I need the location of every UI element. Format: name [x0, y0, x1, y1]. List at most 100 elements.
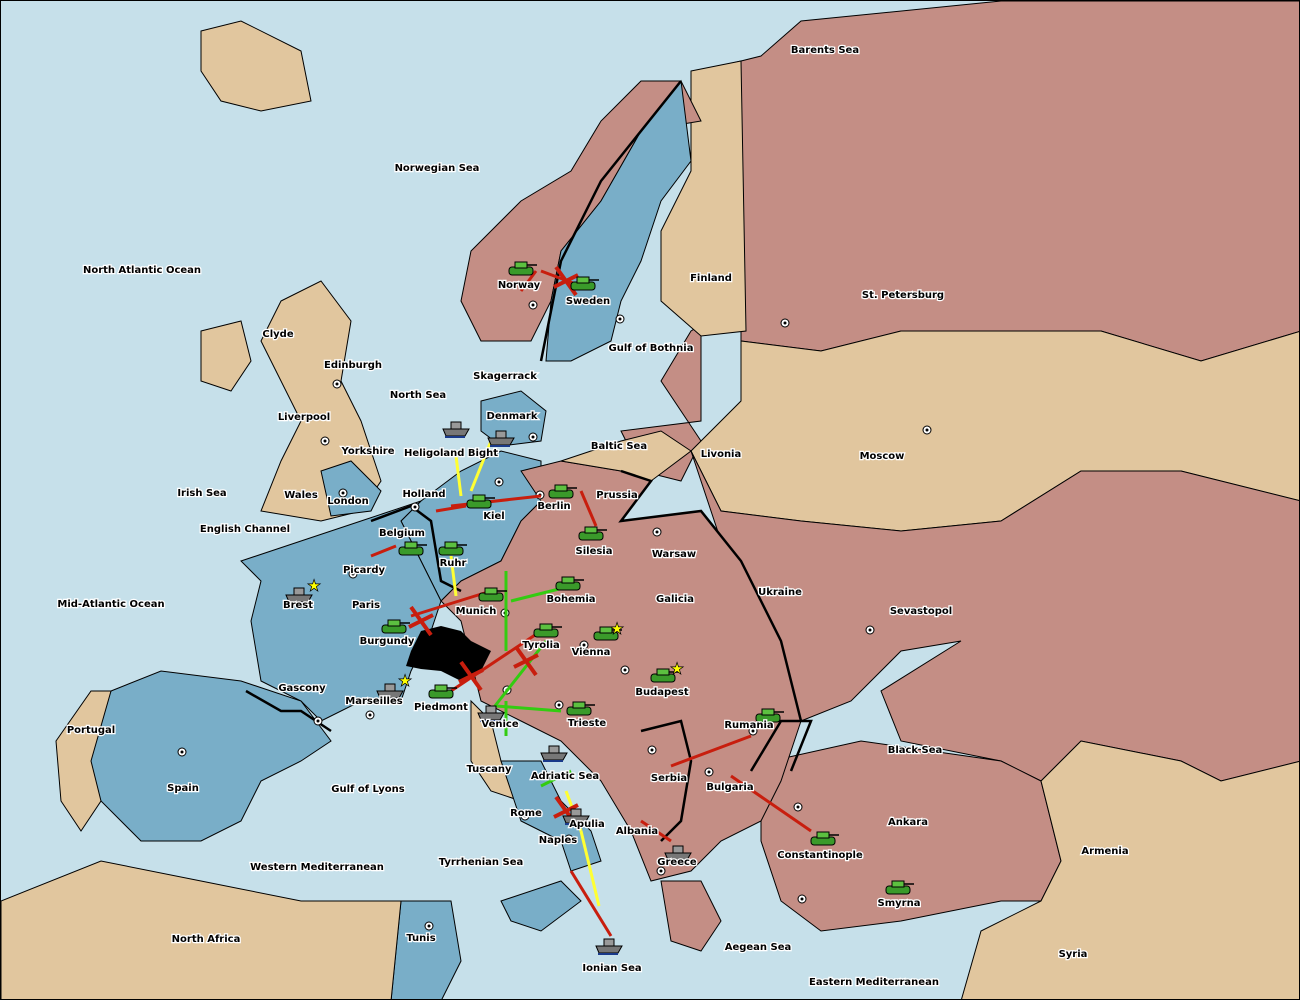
province-label[interactable]: Burgundy	[358, 635, 416, 649]
province-label[interactable]: Warsaw	[651, 548, 698, 562]
supply-center-dot	[557, 703, 561, 707]
province-label[interactable]: Adriatic Sea	[530, 770, 601, 784]
province-label[interactable]: Prussia	[595, 489, 639, 503]
fleet-tower-icon	[495, 430, 507, 439]
power-border	[539, 80, 682, 362]
province-label[interactable]: Berlin	[536, 500, 572, 514]
province-label[interactable]: Rumania	[723, 719, 775, 733]
province-label[interactable]: Baltic Sea	[590, 440, 649, 454]
province-label[interactable]: Kiel	[482, 510, 506, 524]
army-turret-icon	[404, 541, 418, 549]
province-label[interactable]: Mid-Atlantic Ocean	[56, 598, 166, 612]
province-label[interactable]: Western Mediterranean	[249, 861, 385, 875]
province-label[interactable]: Syria	[1057, 948, 1088, 962]
province-label[interactable]: North Atlantic Ocean	[82, 264, 203, 278]
province-label[interactable]: Liverpool	[277, 411, 332, 425]
province-label[interactable]: Sevastopol	[889, 605, 954, 619]
supply-center-dot	[659, 869, 663, 873]
province-label[interactable]: Livonia	[700, 448, 743, 462]
province-label[interactable]: Sweden	[565, 295, 612, 309]
province-label[interactable]: Norway	[497, 279, 542, 293]
order-arrow	[370, 544, 397, 558]
province-label[interactable]: Spain	[166, 782, 200, 796]
province-label[interactable]: Skagerrack	[472, 370, 539, 384]
province-label[interactable]: Aegean Sea	[723, 941, 792, 955]
province-label[interactable]: Gulf of Bothnia	[607, 342, 694, 356]
province-label[interactable]: Belgium	[378, 527, 426, 541]
supply-center-dot	[623, 668, 627, 672]
province-label[interactable]: Finland	[689, 272, 733, 286]
supply-center-dot	[783, 321, 787, 325]
order-arrow	[519, 270, 538, 292]
army-turret-icon	[444, 541, 458, 549]
province-label[interactable]: Irish Sea	[176, 487, 228, 501]
province-label[interactable]: Tyrolia	[521, 639, 561, 653]
army-turret-icon	[584, 526, 598, 534]
order-arrow	[540, 769, 572, 788]
province-label[interactable]: Bohemia	[545, 593, 597, 607]
province-label[interactable]: Smyrna	[876, 897, 921, 911]
province-label[interactable]: Tunis	[405, 932, 437, 946]
province-label[interactable]: Rome	[509, 807, 543, 821]
province-label[interactable]: Apulia	[568, 818, 606, 832]
province-label[interactable]: Barents Sea	[790, 44, 861, 58]
province-label[interactable]: Ankara	[887, 816, 929, 830]
province-label[interactable]: Wales	[283, 489, 319, 503]
province-label[interactable]: Tuscany	[465, 763, 513, 777]
province-label[interactable]: Moscow	[858, 450, 905, 464]
province-label[interactable]: Venice	[480, 718, 520, 732]
province-label[interactable]: Galicia	[655, 593, 695, 607]
fleet-tower-icon	[485, 705, 497, 714]
province-label[interactable]: Denmark	[485, 410, 539, 424]
order-arrow	[569, 870, 613, 937]
province-label[interactable]: North Africa	[170, 933, 241, 947]
province-label[interactable]: Bulgaria	[705, 781, 755, 795]
supply-star-icon: ★	[307, 578, 321, 595]
province-label[interactable]: Serbia	[650, 772, 689, 786]
province-label[interactable]: Armenia	[1080, 845, 1130, 859]
province-label[interactable]: Piedmont	[413, 701, 470, 715]
territory-finland	[660, 60, 747, 337]
fleet-tower-icon	[384, 683, 396, 692]
province-label[interactable]: Ruhr	[438, 557, 467, 571]
province-label[interactable]: Brest	[282, 599, 315, 613]
province-label[interactable]: Ukraine	[757, 586, 803, 600]
province-label[interactable]: Black Sea	[886, 744, 943, 758]
province-label[interactable]: Albania	[615, 825, 660, 839]
province-label[interactable]: Picardy	[342, 564, 387, 578]
province-label[interactable]: Constantinople	[776, 849, 864, 863]
province-label[interactable]: Gascony	[277, 682, 327, 696]
province-label[interactable]: Munich	[454, 605, 497, 619]
province-label[interactable]: Portugal	[66, 724, 117, 738]
province-label[interactable]: Greece	[656, 856, 698, 870]
territory-france	[240, 500, 442, 722]
fleet-tower-icon	[603, 938, 615, 947]
province-label[interactable]: Gulf of Lyons	[330, 783, 406, 797]
province-label[interactable]: Yorkshire	[339, 445, 396, 459]
province-label[interactable]: Tyrrhenian Sea	[437, 856, 524, 870]
order-arrow	[449, 555, 458, 597]
order-arrow	[450, 494, 542, 508]
province-label[interactable]: Ionian Sea	[581, 962, 643, 976]
province-label[interactable]: Holland	[401, 488, 447, 502]
province-label[interactable]: Marseilles	[344, 695, 404, 709]
province-label[interactable]: Eastern Mediterranean	[808, 976, 940, 990]
province-label[interactable]: Clyde	[261, 328, 295, 342]
province-label[interactable]: London	[326, 495, 370, 509]
province-label[interactable]: English Channel	[199, 523, 292, 537]
fleet-tower-icon	[450, 421, 462, 430]
supply-center-dot	[925, 428, 929, 432]
province-label[interactable]: St. Petersburg	[861, 289, 946, 303]
province-label[interactable]: North Sea	[389, 389, 448, 403]
province-label[interactable]: Norwegian Sea	[393, 162, 480, 176]
province-label[interactable]: Budapest	[634, 686, 690, 700]
province-label[interactable]: Heligoland Bight	[403, 447, 500, 461]
province-label[interactable]: Vienna	[570, 646, 611, 660]
province-label[interactable]: Naples	[538, 834, 579, 848]
province-label[interactable]: Paris	[351, 599, 382, 613]
province-label[interactable]: Edinburgh	[323, 359, 384, 373]
province-label[interactable]: Trieste	[567, 717, 608, 731]
province-label[interactable]: Silesia	[574, 545, 613, 559]
